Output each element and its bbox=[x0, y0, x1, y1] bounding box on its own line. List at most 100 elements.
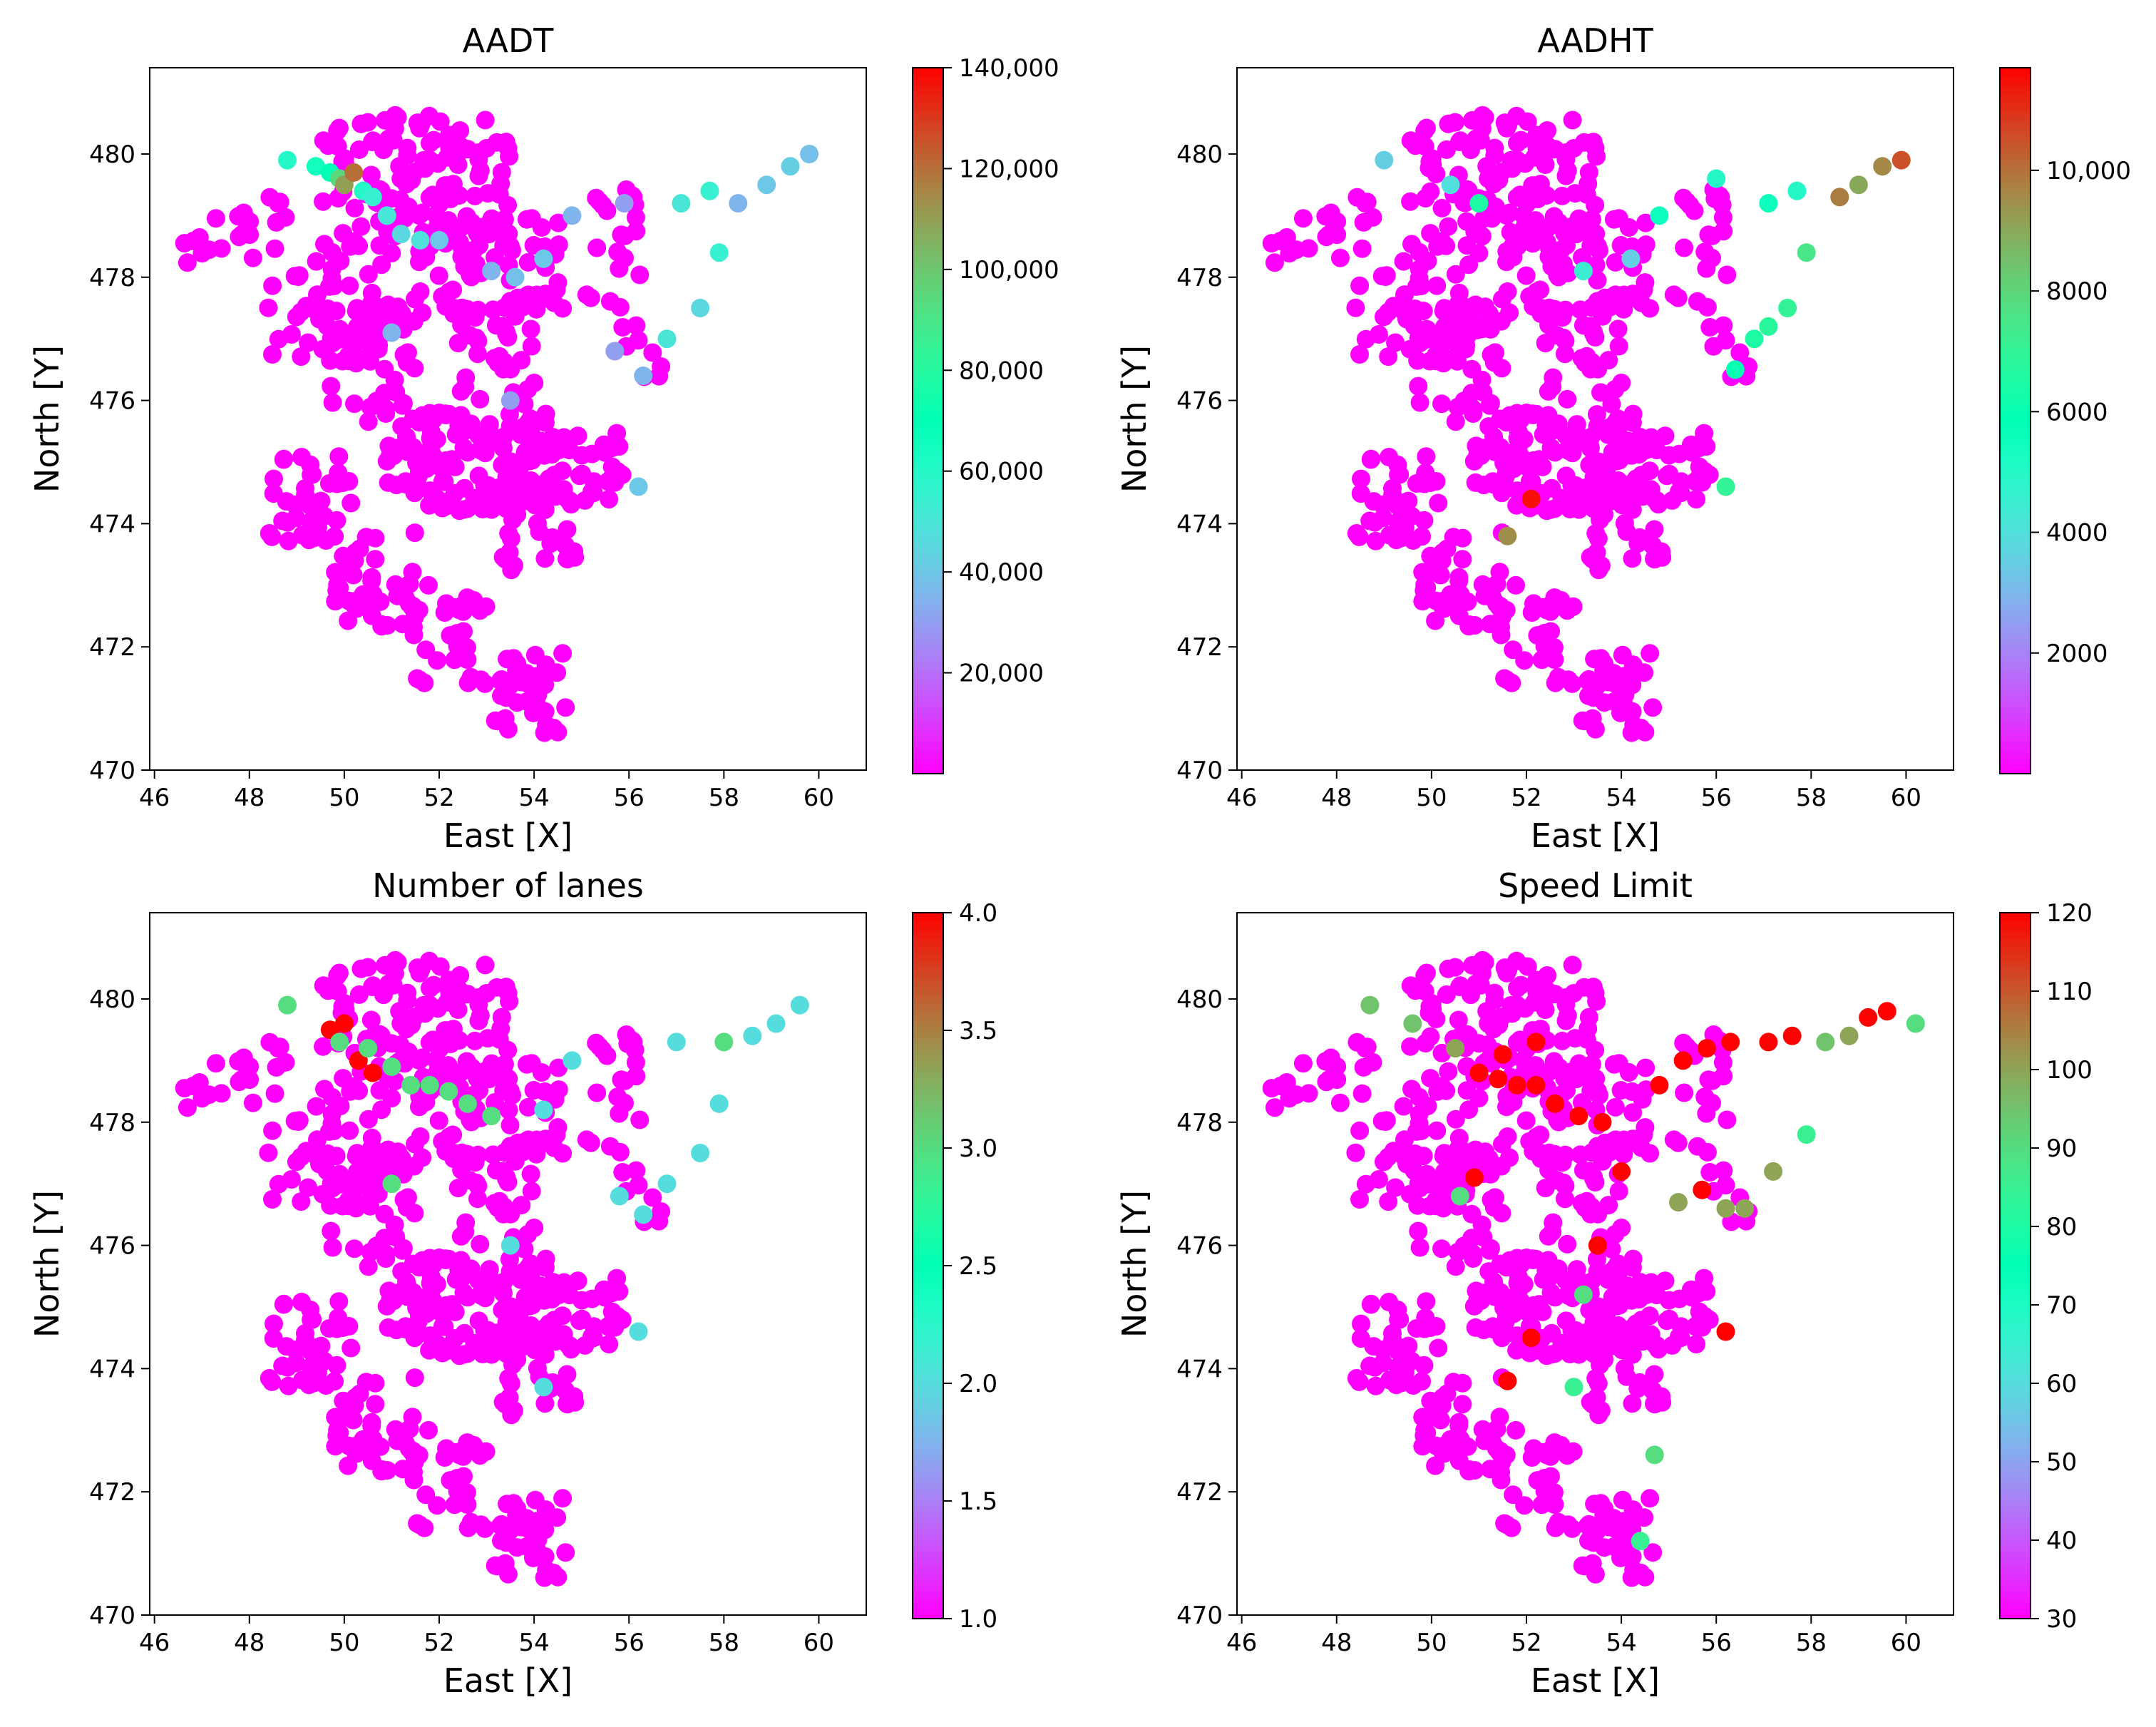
data-point bbox=[1545, 1495, 1564, 1514]
data-point bbox=[1623, 1103, 1643, 1122]
data-point bbox=[314, 131, 333, 150]
y-axis-label: North [Y] bbox=[1115, 1190, 1154, 1338]
data-point-highlight bbox=[1498, 1371, 1517, 1390]
data-point bbox=[1383, 1330, 1402, 1349]
data-point bbox=[1645, 550, 1664, 569]
data-point bbox=[1556, 1311, 1576, 1331]
data-point bbox=[322, 260, 342, 279]
colorbar-tick-label: 120 bbox=[2046, 899, 2093, 928]
data-point bbox=[451, 1226, 471, 1246]
data-point bbox=[1420, 563, 1439, 583]
data-point bbox=[584, 1328, 603, 1348]
data-point bbox=[446, 425, 466, 444]
data-point bbox=[1386, 1178, 1405, 1197]
data-point bbox=[1356, 194, 1375, 213]
data-point bbox=[329, 1292, 349, 1311]
y-tick-label: 472 bbox=[89, 1478, 135, 1507]
data-point bbox=[1618, 1544, 1637, 1564]
data-point bbox=[175, 234, 194, 253]
data-point bbox=[1374, 1353, 1392, 1373]
data-point bbox=[469, 995, 488, 1014]
data-point bbox=[366, 1395, 385, 1414]
data-point bbox=[1422, 149, 1442, 168]
x-tick-label: 50 bbox=[329, 1629, 359, 1657]
data-point bbox=[1540, 140, 1559, 160]
y-tick-label: 480 bbox=[1176, 140, 1223, 169]
data-point bbox=[346, 543, 365, 562]
data-point bbox=[1410, 1238, 1429, 1257]
data-point bbox=[1361, 450, 1380, 469]
data-point bbox=[1588, 1137, 1607, 1156]
data-point bbox=[435, 1448, 454, 1467]
data-point-highlight bbox=[1830, 188, 1849, 207]
data-point bbox=[558, 520, 577, 539]
y-tick-label: 470 bbox=[1176, 1602, 1223, 1630]
data-point bbox=[1432, 1077, 1452, 1096]
data-point bbox=[1459, 615, 1479, 634]
data-point-highlight bbox=[667, 1032, 686, 1052]
data-point bbox=[1417, 1292, 1436, 1311]
data-point-highlight bbox=[1450, 1187, 1469, 1206]
data-point bbox=[263, 345, 282, 364]
data-point bbox=[560, 1286, 579, 1305]
data-point bbox=[1617, 522, 1636, 541]
data-point bbox=[427, 430, 446, 449]
data-point bbox=[1508, 133, 1526, 153]
data-point bbox=[394, 1239, 413, 1258]
data-point bbox=[518, 1097, 538, 1117]
data-point bbox=[1612, 1219, 1631, 1237]
data-point bbox=[533, 1256, 552, 1276]
data-point bbox=[577, 1130, 596, 1149]
data-point bbox=[1508, 481, 1527, 501]
data-point bbox=[1556, 344, 1574, 364]
data-point bbox=[1401, 131, 1420, 150]
data-point bbox=[1476, 297, 1495, 317]
data-point bbox=[1366, 1376, 1385, 1395]
data-point bbox=[385, 1072, 404, 1091]
data-point bbox=[1352, 1084, 1372, 1103]
data-point bbox=[451, 121, 470, 140]
data-point bbox=[1556, 1011, 1576, 1030]
data-point bbox=[359, 265, 378, 284]
data-point-highlight bbox=[1735, 1199, 1755, 1218]
data-point bbox=[1508, 1326, 1527, 1346]
data-point bbox=[1612, 1281, 1631, 1299]
data-point bbox=[325, 1372, 344, 1391]
data-point bbox=[1386, 333, 1405, 352]
data-point bbox=[1366, 531, 1385, 550]
data-point bbox=[1395, 518, 1415, 537]
data-point bbox=[464, 590, 483, 610]
x-tick-label: 52 bbox=[1511, 1629, 1541, 1657]
data-point bbox=[1546, 215, 1565, 234]
data-point bbox=[1484, 1275, 1504, 1294]
data-point bbox=[1623, 1394, 1642, 1413]
data-point-highlight bbox=[382, 1174, 401, 1194]
data-point bbox=[1687, 490, 1706, 509]
data-point bbox=[345, 1077, 364, 1096]
data-point bbox=[1538, 966, 1557, 985]
data-point bbox=[347, 599, 366, 618]
data-point bbox=[1486, 343, 1504, 362]
data-point bbox=[410, 670, 429, 690]
data-point bbox=[483, 300, 503, 319]
data-point bbox=[1533, 1302, 1552, 1321]
data-point bbox=[1567, 423, 1586, 442]
data-point bbox=[355, 1161, 374, 1180]
data-point bbox=[269, 194, 288, 213]
data-point bbox=[1504, 1485, 1523, 1505]
data-point bbox=[299, 1178, 318, 1197]
data-point bbox=[1596, 492, 1615, 511]
data-point bbox=[1352, 469, 1370, 488]
data-point bbox=[292, 1192, 311, 1211]
data-point bbox=[1466, 473, 1485, 492]
data-point bbox=[1703, 226, 1722, 245]
data-point bbox=[1504, 640, 1523, 660]
data-point bbox=[375, 359, 394, 379]
data-point bbox=[500, 1116, 520, 1134]
data-point bbox=[517, 1055, 536, 1074]
data-point bbox=[1623, 1318, 1643, 1338]
data-point-highlight bbox=[1569, 1107, 1588, 1126]
data-point bbox=[410, 461, 428, 480]
data-point bbox=[1536, 1179, 1555, 1198]
